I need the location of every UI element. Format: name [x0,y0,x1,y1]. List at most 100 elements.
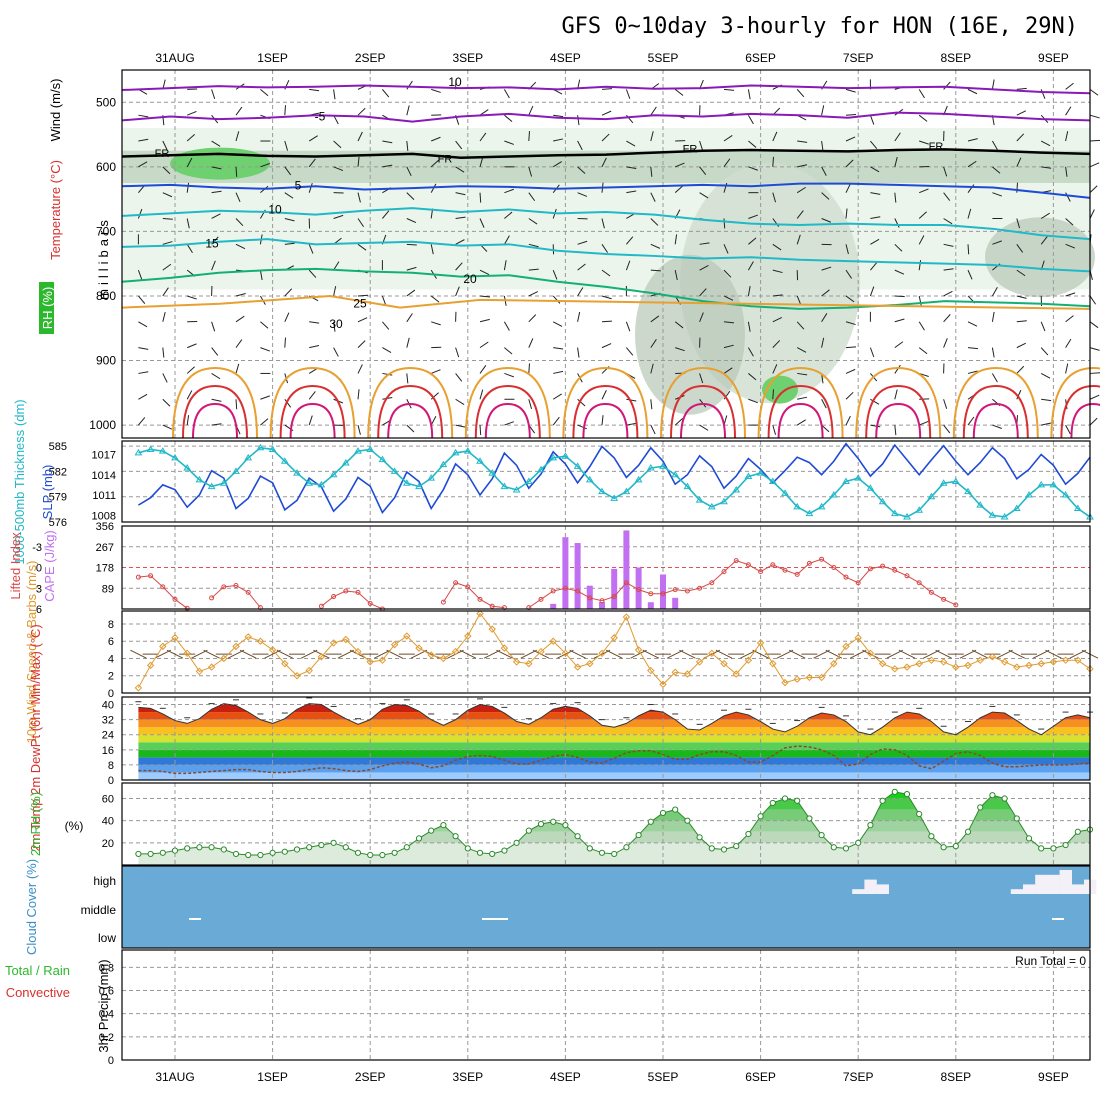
thickness-point [451,448,460,456]
wind-barb [137,269,143,280]
wind-speed-point [903,663,911,671]
wind-barb [870,262,878,271]
rh-point [281,848,288,855]
rh-band [138,809,1090,821]
wind-barb [625,260,631,271]
wind-barb [459,649,477,659]
wind-barb [967,269,973,280]
rh-point [159,849,166,856]
cape-bar [562,537,569,609]
wind-barb [382,164,393,168]
rh-point [452,833,459,840]
wind-barb [797,164,808,168]
wind-barb [406,192,415,200]
contour-label: -5 [315,109,326,123]
wind-barb [504,188,514,194]
wind-barb [577,140,583,151]
isotherm-line [121,182,1091,199]
wind-barb [650,269,661,272]
wind-barb [284,398,292,408]
wind-barb [845,113,857,116]
rh-point [696,834,703,841]
wind-barb [821,337,825,348]
thickness-tick-label: 585 [49,441,67,453]
surface-isotherm [269,366,356,439]
rh-point [525,827,532,834]
cloud-cover-ylabel: Cloud Cover (%) [24,859,39,955]
wind-speed-point [159,642,167,651]
wind-barb [772,316,783,323]
wind-barb [528,243,539,248]
thickness-point [134,448,143,456]
contour-label: 5 [295,178,302,192]
wind-barb [723,321,734,324]
high-cloud-cell [864,879,877,894]
wind-barb [431,88,441,93]
wind-barb [1065,424,1071,435]
thickness-point [1012,504,1021,511]
wind-barb [138,138,149,142]
rh-point [818,831,825,839]
thickness-point [915,506,924,513]
wind-speed-point [598,649,606,658]
wind-barb [503,89,510,99]
wind-barb [552,295,561,304]
wind-speed-point [671,668,679,676]
wind-barb [479,132,487,142]
wind-barb [699,288,707,297]
wind-speed-point [610,634,618,642]
wind-speed-point [573,663,582,671]
wind-barb [796,186,806,194]
wind-barb [1089,372,1100,374]
wind-speed-point [268,646,277,654]
wind-barb [186,415,190,426]
rh-point [440,822,447,829]
wind-barb [1040,372,1051,379]
rh-point [574,833,581,840]
temperature-band [138,727,1090,735]
wind-barb [747,89,751,100]
wind-barb [898,649,916,659]
wind-speed-point [842,642,850,651]
wind-barb [1089,295,1097,305]
wind-barb [772,364,778,374]
wind-barb [845,295,855,303]
wind-barb [504,211,513,219]
contour-label: 10 [268,202,282,216]
wind-barb [821,266,832,271]
wind-barb [357,389,360,400]
thickness-point [927,492,936,500]
wind-barb [674,418,683,426]
rh-point [598,849,606,856]
lifted-index-point [928,589,934,595]
wind-barb [1089,347,1100,351]
thickness-point [817,502,826,510]
thickness-point [402,479,411,486]
wind-speed-point [720,659,728,668]
wind-barb [1069,649,1087,659]
wind-barb [894,318,905,323]
thickness-point [695,496,704,503]
rh-panel: 20 40 60 (%) 2m RH (%) [28,782,1094,866]
wind-barb [796,210,804,219]
wind-barb [577,347,580,358]
wind-barb [504,347,513,355]
wind-barb [996,649,1013,659]
rh-point [171,847,179,854]
cape-bar [611,568,618,609]
wind-barb [943,424,951,434]
wind-barb [601,110,612,116]
thickness-point [158,447,167,454]
wind-barb [455,373,463,382]
lifted-index-point [721,569,727,575]
thickness-point [256,443,265,451]
precip-legend-convective: Convective [6,985,70,1000]
wind-barb [264,649,281,659]
precip-tick-label: 0.4 [99,1009,114,1021]
wind-barb [162,192,173,198]
top-date-label: 6SEP [745,51,776,65]
wind-barb [845,208,848,219]
lifted-index-tick-label: 6 [36,604,42,616]
wind-barb [309,88,320,92]
pressure-tick-label: 500 [96,95,116,109]
